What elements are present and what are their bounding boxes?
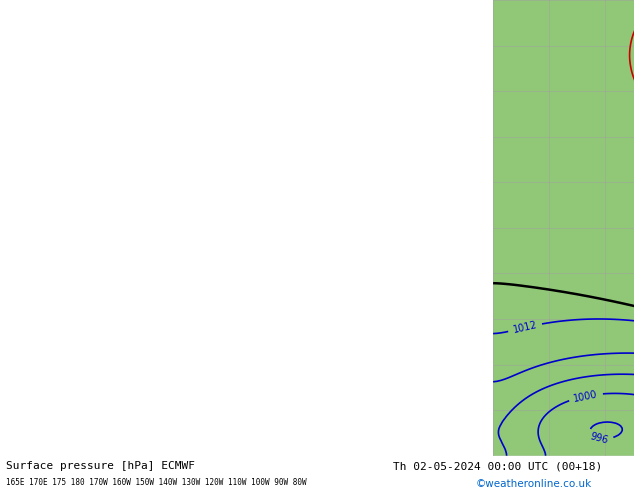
Text: Th 02-05-2024 00:00 UTC (00+18): Th 02-05-2024 00:00 UTC (00+18) (393, 461, 602, 471)
Text: ©weatheronline.co.uk: ©weatheronline.co.uk (476, 480, 592, 490)
Text: 996: 996 (589, 431, 609, 445)
Text: 1012: 1012 (512, 320, 538, 335)
Text: Surface pressure [hPa] ECMWF: Surface pressure [hPa] ECMWF (6, 461, 195, 471)
Polygon shape (493, 0, 634, 82)
Text: 165E 170E 175 180 170W 160W 150W 140W 130W 120W 110W 100W 90W 80W: 165E 170E 175 180 170W 160W 150W 140W 13… (6, 478, 307, 487)
Text: 1000: 1000 (573, 389, 598, 403)
Polygon shape (493, 0, 634, 456)
